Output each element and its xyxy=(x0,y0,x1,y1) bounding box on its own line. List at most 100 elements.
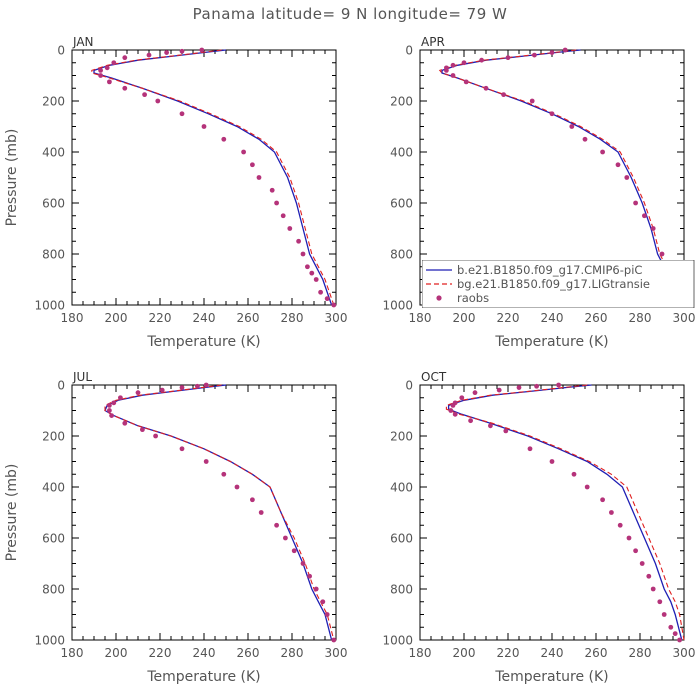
x-tick-label: 200 xyxy=(453,646,476,660)
y-tick-label: 200 xyxy=(42,430,65,444)
raobs-point xyxy=(98,68,103,73)
raobs-point xyxy=(450,62,456,68)
raobs-point xyxy=(201,124,207,129)
raobs-point xyxy=(331,637,337,643)
raobs-point xyxy=(318,289,323,295)
raobs-point xyxy=(104,65,110,71)
y-tick-label: 1000 xyxy=(34,634,65,648)
raobs-point xyxy=(584,484,590,490)
model2-series-line xyxy=(445,384,685,641)
raobs-point xyxy=(657,599,663,605)
plot-frame xyxy=(419,384,685,641)
raobs-point xyxy=(122,420,128,426)
x-axis-label: Temperature (K) xyxy=(494,669,608,685)
x-tick-label: 220 xyxy=(149,646,172,660)
raobs-point xyxy=(483,85,489,91)
raobs-point xyxy=(118,395,123,401)
y-tick-label: 800 xyxy=(42,583,65,597)
x-tick-label: 180 xyxy=(409,311,432,325)
x-tick-label: 300 xyxy=(673,646,696,660)
raobs-point xyxy=(452,411,458,417)
x-tick-label: 260 xyxy=(237,646,260,660)
raobs-point xyxy=(122,55,128,61)
panel-apr: APR 180 200 220 240 260 280 300 0 200 400 600 800 100… xyxy=(382,35,695,350)
y-tick-label: 600 xyxy=(390,532,413,546)
raobs-point xyxy=(107,403,112,408)
raobs-point xyxy=(661,612,667,617)
raobs-point xyxy=(274,522,279,528)
y-tick-label: 1000 xyxy=(382,299,413,313)
y-tick-label: 400 xyxy=(42,146,65,160)
raobs-point xyxy=(179,385,185,390)
raobs-point xyxy=(142,92,148,98)
y-tick-label: 1000 xyxy=(34,299,65,313)
y-tick-label: 800 xyxy=(390,248,413,262)
raobs-point xyxy=(140,427,145,433)
raobs-point xyxy=(199,47,205,53)
model2-series-line xyxy=(104,384,335,641)
raobs-point xyxy=(258,510,264,515)
raobs-point xyxy=(250,497,255,503)
raobs-point xyxy=(646,573,652,579)
x-tick-label: 240 xyxy=(193,646,216,660)
raobs-point xyxy=(617,522,623,528)
raobs-point xyxy=(305,264,310,270)
x-tick-label: 240 xyxy=(541,311,564,325)
y-tick-label: 600 xyxy=(390,197,413,211)
raobs-point xyxy=(122,85,128,91)
raobs-point xyxy=(633,548,638,554)
raobs-point xyxy=(600,149,605,155)
legend: b.e21.B1850.f09_g17.CMIP6-piCbg.e21.B185… xyxy=(422,260,695,308)
raobs-point xyxy=(307,573,312,579)
raobs-point xyxy=(159,387,165,393)
raobs-point xyxy=(179,446,185,452)
raobs-point xyxy=(529,98,535,104)
raobs-point xyxy=(642,213,647,219)
raobs-point xyxy=(221,471,227,477)
raobs-point xyxy=(633,200,638,206)
raobs-point xyxy=(146,52,152,58)
x-tick-label: 280 xyxy=(629,646,652,660)
legend-box xyxy=(422,260,695,308)
raobs-point xyxy=(639,561,645,566)
x-tick-label: 300 xyxy=(673,311,696,325)
raobs-point xyxy=(283,535,288,541)
raobs-point xyxy=(479,57,484,63)
raobs-point xyxy=(111,60,117,66)
y-tick-label: 400 xyxy=(390,481,413,495)
x-tick-label: 300 xyxy=(325,311,348,325)
x-tick-label: 200 xyxy=(453,311,476,325)
raobs-point xyxy=(527,446,533,452)
raobs-point xyxy=(155,98,161,104)
raobs-point xyxy=(532,52,537,58)
raobs-point xyxy=(153,433,159,439)
y-tick-label: 400 xyxy=(390,146,413,160)
x-tick-label: 300 xyxy=(325,646,348,660)
x-tick-label: 220 xyxy=(497,311,520,325)
raobs-point xyxy=(503,428,509,434)
panel-jul: JUL 180 200 220 240 260 280 300 0 200 400 600 800 100… xyxy=(4,370,347,685)
raobs-point xyxy=(256,175,262,180)
legend-entry-model1-label: b.e21.B1850.f09_g17.CMIP6-piC xyxy=(457,263,642,277)
panel-month-label: JAN xyxy=(72,35,94,49)
x-tick-label: 260 xyxy=(585,311,608,325)
raobs-point xyxy=(109,413,114,418)
x-axis-label: Temperature (K) xyxy=(146,334,260,350)
x-tick-label: 280 xyxy=(281,311,304,325)
raobs-point xyxy=(571,471,577,477)
raobs-point xyxy=(496,387,502,393)
raobs-point xyxy=(179,48,185,54)
raobs-point xyxy=(626,535,632,541)
panel-month-label: JUL xyxy=(72,370,92,384)
raobs-point xyxy=(203,459,209,464)
x-tick-label: 280 xyxy=(629,311,652,325)
x-tick-label: 240 xyxy=(541,646,564,660)
raobs-point xyxy=(650,226,656,231)
y-tick-label: 600 xyxy=(42,532,65,546)
raobs-point xyxy=(534,383,539,389)
raobs-point xyxy=(313,277,319,282)
raobs-point xyxy=(179,111,185,117)
raobs-point xyxy=(300,251,306,257)
raobs-point xyxy=(331,302,337,308)
panel-month-label: OCT xyxy=(421,370,447,384)
